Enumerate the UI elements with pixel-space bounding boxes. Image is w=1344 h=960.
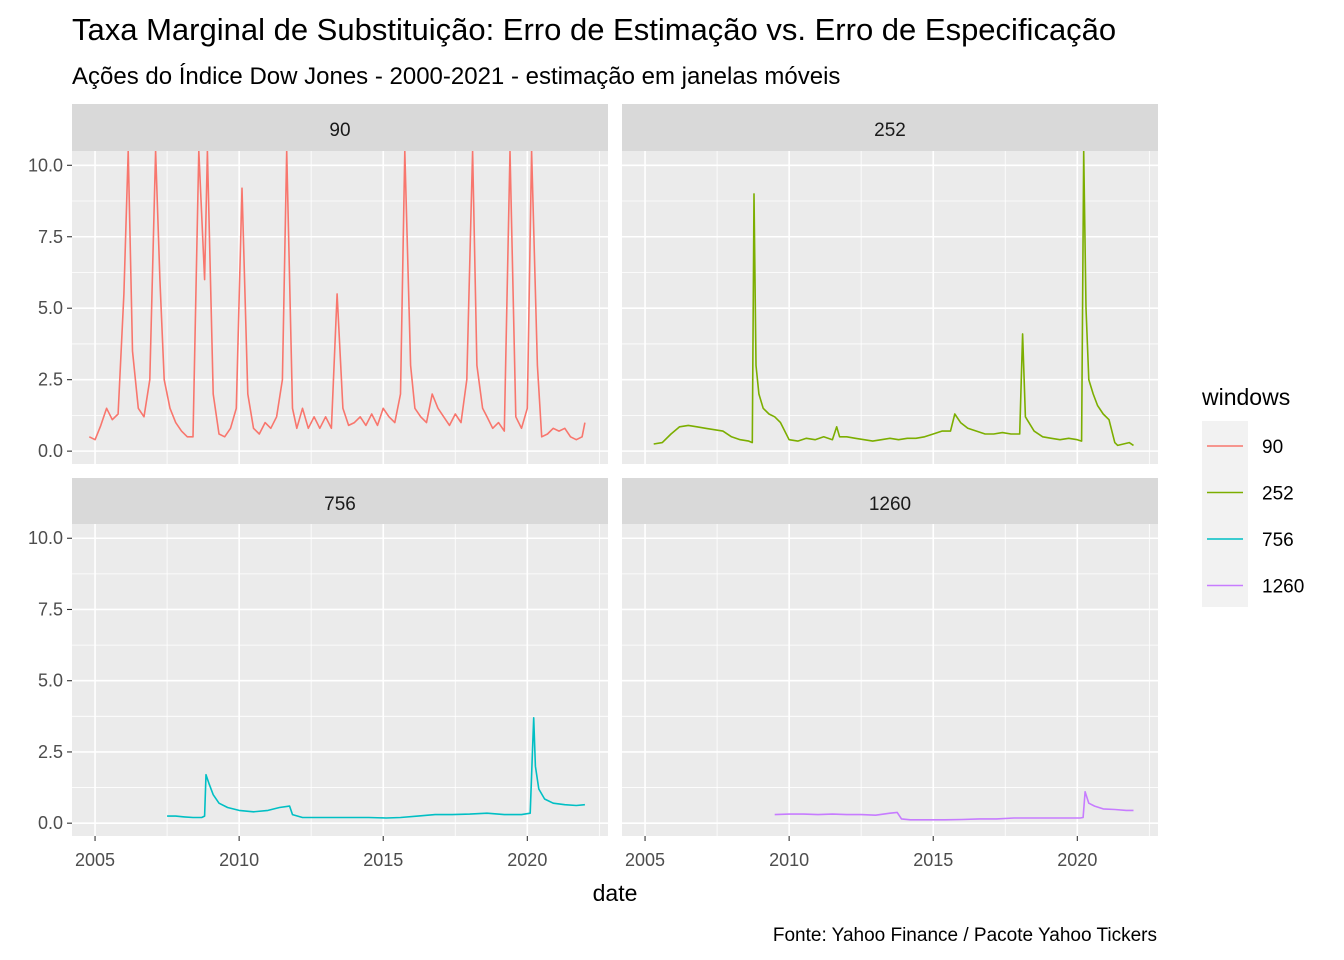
x-tick-label: 2015 (363, 850, 403, 870)
facet-strip (622, 104, 1158, 151)
y-tick-label: 2.5 (38, 742, 63, 762)
facet-strip-label: 1260 (869, 494, 911, 515)
y-tick-label: 10.0 (28, 155, 63, 175)
facet-strip-label: 756 (324, 494, 356, 515)
facet-panel-1260: 1260 2005 2010 2015 2020 (622, 478, 1158, 870)
facet-strip (72, 104, 608, 151)
legend-title: windows (1201, 384, 1290, 410)
facet-panel-252: 252 (622, 104, 1158, 464)
facet-panel-90: 90 0.0 2.5 5.0 7.5 10.0 (28, 104, 608, 464)
facet-panels: 90 0.0 2.5 5.0 7.5 10.0 252 756 0.0 2.5 5.0 7.5 10.0… (28, 104, 1158, 870)
series-line-252 (653, 151, 1134, 447)
chart-title: Taxa Marginal de Substituição: Erro de E… (72, 12, 1116, 47)
y-tick-label: 7.5 (38, 599, 63, 619)
chart-caption: Fonte: Yahoo Finance / Pacote Yahoo Tick… (773, 925, 1157, 946)
legend-label-756: 756 (1262, 530, 1294, 551)
series-line-1260 (774, 791, 1134, 821)
facet-panel-756: 756 0.0 2.5 5.0 7.5 10.0 2005 2010 2015 2020 (28, 478, 608, 870)
x-tick-label: 2020 (1057, 850, 1097, 870)
y-tick-label: 5.0 (38, 671, 63, 691)
y-tick-label: 0.0 (38, 441, 63, 461)
legend-key-background (1202, 421, 1248, 607)
legend: windows 90 252 756 1260 (1201, 384, 1304, 607)
chart-subtitle: Ações do Índice Dow Jones - 2000-2021 - … (72, 63, 840, 90)
y-tick-label: 7.5 (38, 227, 63, 247)
y-tick-label: 5.0 (38, 298, 63, 318)
facet-strip (622, 478, 1158, 524)
x-axis-title: date (593, 880, 638, 906)
x-tick-label: 2010 (219, 850, 259, 870)
facet-strip (72, 478, 608, 524)
legend-label-1260: 1260 (1262, 577, 1304, 598)
legend-label-90: 90 (1262, 437, 1283, 458)
legend-label-252: 252 (1262, 484, 1294, 505)
x-tick-label: 2015 (913, 850, 953, 870)
x-tick-label: 2005 (75, 850, 115, 870)
facet-strip-label: 252 (874, 120, 906, 141)
series-line-756 (167, 717, 585, 819)
y-tick-label: 10.0 (28, 528, 63, 548)
series-line-90 (88, 151, 586, 441)
x-tick-label: 2010 (769, 850, 809, 870)
x-tick-label: 2020 (507, 850, 547, 870)
y-tick-label: 2.5 (38, 370, 63, 390)
y-tick-label: 0.0 (38, 813, 63, 833)
facet-strip-label: 90 (329, 120, 350, 141)
x-tick-label: 2005 (625, 850, 665, 870)
